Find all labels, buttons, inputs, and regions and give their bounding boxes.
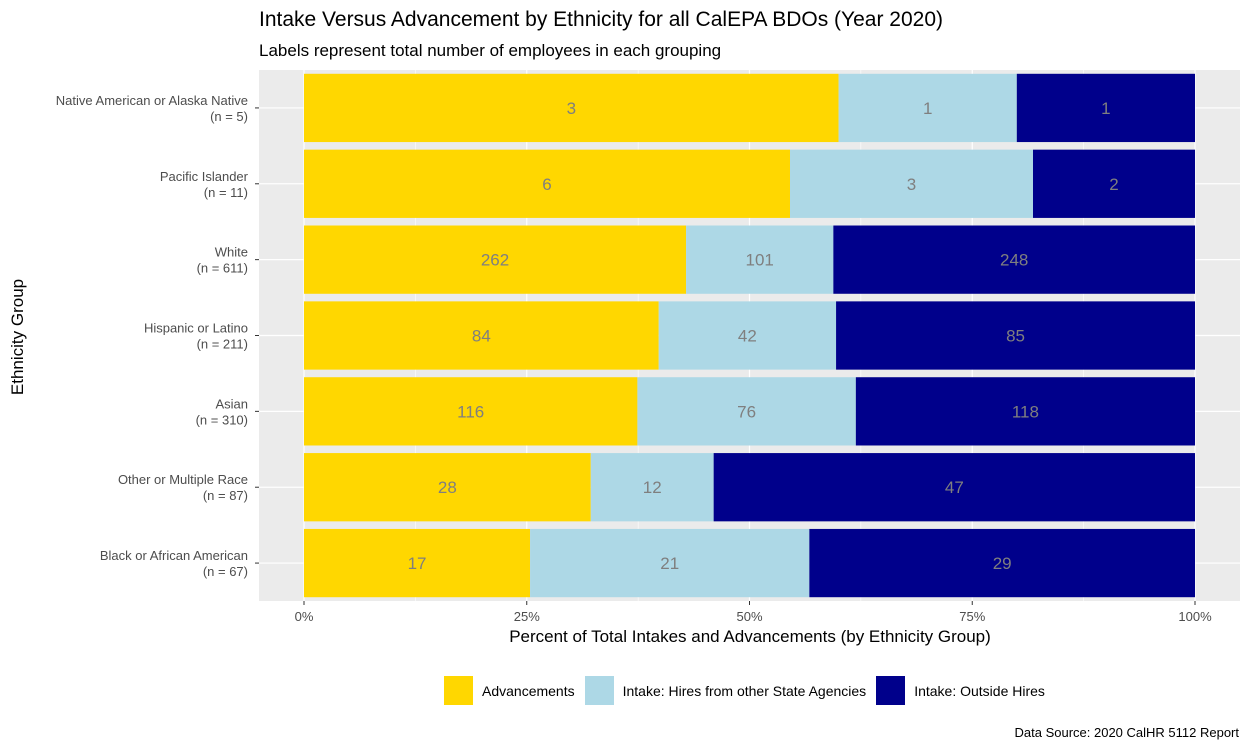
legend-key-state-agency-hires <box>584 676 614 705</box>
data-label: 17 <box>408 554 427 573</box>
data-label: 248 <box>1000 251 1028 270</box>
bar-segment <box>637 377 856 446</box>
legend: Advancements Intake: Hires from other St… <box>444 676 1055 705</box>
data-label: 3 <box>907 175 916 194</box>
bar-segment <box>530 528 810 598</box>
chart-subtitle: Labels represent total number of employe… <box>259 41 722 60</box>
data-label: 85 <box>1006 327 1025 346</box>
y-tick-label-count: (n = 211) <box>197 337 248 352</box>
data-label: 76 <box>737 402 756 421</box>
bar-segment <box>658 301 837 370</box>
y-tick-label-name: Native American or Alaska Native <box>56 93 248 108</box>
data-label: 42 <box>738 327 757 346</box>
bar-segment <box>304 528 531 598</box>
legend-label-outside-hires: Intake: Outside Hires <box>914 682 1045 699</box>
data-label: 6 <box>542 175 551 194</box>
data-label: 116 <box>457 402 484 421</box>
legend-label-state-agency-hires: Intake: Hires from other State Agencies <box>622 682 867 699</box>
bar-segment <box>590 453 714 522</box>
data-label: 2 <box>1109 175 1118 194</box>
legend-key-outside-hires <box>876 676 906 705</box>
bar-segment <box>304 149 790 218</box>
y-tick-label-count: (n = 5) <box>210 109 248 124</box>
x-tick-label: 75% <box>959 609 985 624</box>
y-tick-label-name: Other or Multiple Race <box>118 472 248 487</box>
data-source-caption: Data Source: 2020 CalHR 5112 Report <box>1014 725 1240 740</box>
data-label: 1 <box>923 99 932 118</box>
legend-item-state-agency-hires: Intake: Hires from other State Agencies <box>584 676 867 705</box>
bar-segment <box>304 453 591 522</box>
bar-segment <box>809 528 1195 598</box>
bar-segment <box>833 225 1195 294</box>
legend-key-advancements <box>444 676 473 705</box>
bar-segment <box>304 301 659 370</box>
y-tick-label-count: (n = 67) <box>203 564 248 579</box>
chart-title: Intake Versus Advancement by Ethnicity f… <box>259 8 944 31</box>
x-tick-label: 50% <box>736 609 762 624</box>
x-axis-title: Percent of Total Intakes and Advancement… <box>509 627 991 646</box>
bar-segment <box>790 149 1033 218</box>
data-label: 118 <box>1012 402 1039 421</box>
y-tick-label-count: (n = 310) <box>196 412 248 427</box>
y-tick-label-count: (n = 11) <box>204 185 248 200</box>
data-label: 29 <box>993 554 1012 573</box>
data-label: 12 <box>643 478 662 497</box>
y-tick-label-name: Hispanic or Latino <box>144 321 248 336</box>
bar-segment <box>1033 149 1195 218</box>
data-label: 1 <box>1101 99 1110 118</box>
y-tick-label-name: White <box>215 245 248 260</box>
bar-segment <box>836 301 1195 370</box>
data-label: 101 <box>746 251 774 270</box>
bar-segment <box>304 377 638 446</box>
bar-segment <box>1016 73 1195 143</box>
data-label: 21 <box>660 554 679 573</box>
bar-segment <box>838 73 1017 143</box>
data-label: 47 <box>945 478 964 497</box>
y-tick-label-name: Asian <box>215 396 248 411</box>
bar-segment <box>855 377 1195 446</box>
data-label: 3 <box>567 99 576 118</box>
bar-segment <box>304 225 687 294</box>
bar-segment <box>304 73 839 143</box>
data-label: 262 <box>481 251 509 270</box>
data-label: 84 <box>472 327 491 346</box>
x-tick-label: 25% <box>514 609 540 624</box>
legend-label-advancements: Advancements <box>482 682 575 699</box>
x-tick-label: 0% <box>295 609 314 624</box>
y-tick-label-name: Black or African American <box>100 548 248 563</box>
y-tick-label-count: (n = 611) <box>197 261 248 276</box>
y-tick-label-count: (n = 87) <box>203 488 248 503</box>
legend-item-advancements: Advancements <box>444 676 575 705</box>
data-label: 28 <box>438 478 457 497</box>
bar-segment <box>686 225 834 294</box>
y-tick-label-name: Pacific Islander <box>160 169 249 184</box>
bar-segment <box>713 453 1195 522</box>
legend-item-outside-hires: Intake: Outside Hires <box>876 676 1045 705</box>
x-tick-label: 100% <box>1178 609 1212 624</box>
